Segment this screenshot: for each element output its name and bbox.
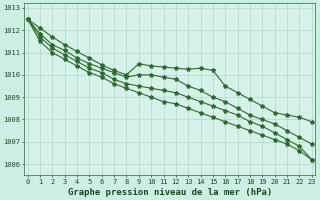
X-axis label: Graphe pression niveau de la mer (hPa): Graphe pression niveau de la mer (hPa) (68, 188, 272, 197)
